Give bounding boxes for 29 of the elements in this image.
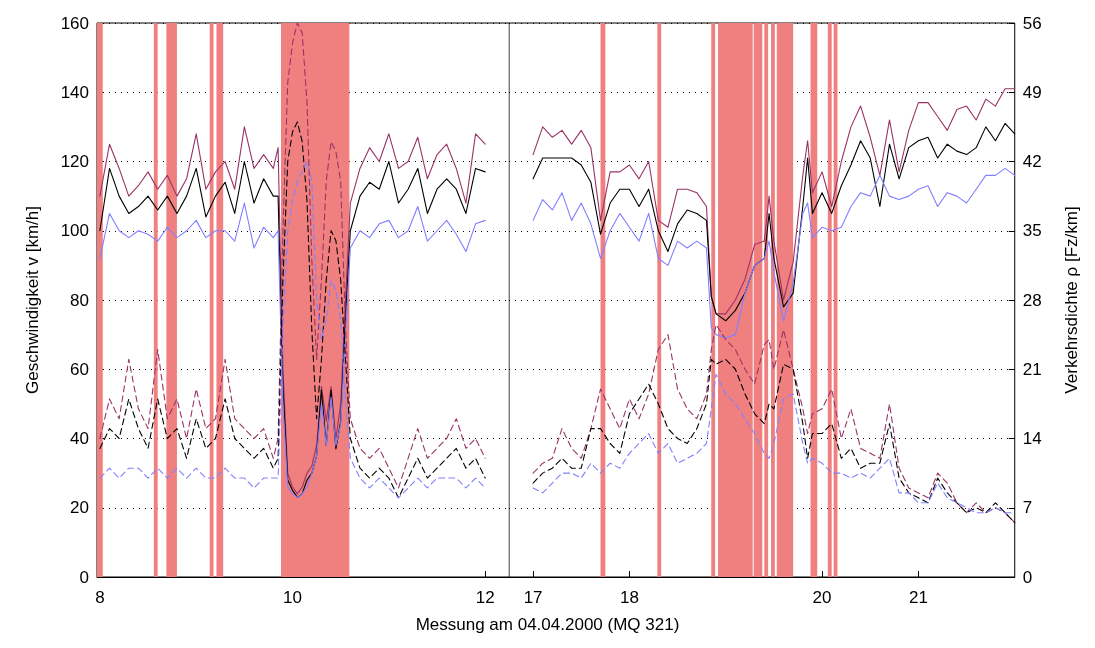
y2-tick-label: 21 [1022,359,1042,379]
x-tick-label: 18 [620,588,640,607]
y-tick-label: 120 [60,152,89,171]
line-series [532,324,1016,524]
y2-tick-label: 7 [1022,498,1033,518]
y2-tick-label: 28 [1022,290,1042,310]
y-tick-label: 60 [70,359,89,379]
x-tick-label: 21 [909,588,929,607]
y2-tick-label: 14 [1022,429,1042,448]
y2-tick-label: 56 [1022,13,1042,33]
x-tick-label: 20 [812,588,832,607]
y2-axis-title: Verkehrsdichte ρ [Fz/km] [1061,206,1081,394]
y-tick-label: 40 [70,429,89,448]
x-axis-title: Messung am 04.04.2000 (MQ 321) [414,615,681,635]
x-tick-label: 8 [95,588,105,607]
y2-tick-label: 42 [1022,152,1042,171]
y-tick-label: 20 [70,498,89,518]
y-tick-label: 80 [70,290,89,310]
x-tick-label: 17 [523,588,543,607]
x-tick-label: 12 [475,588,495,607]
y-tick-label: 0 [79,567,89,587]
y-axis-title: Geschwindigkeit v [km/h] [23,205,42,395]
x-tick-label: 10 [283,588,303,607]
y-tick-label: 160 [60,13,89,33]
y-tick-label: 140 [60,82,89,102]
y2-tick-label: 0 [1022,567,1033,587]
y2-tick-label: 49 [1022,82,1042,102]
y2-tick-label: 35 [1022,221,1042,241]
y-tick-label: 100 [60,221,89,241]
